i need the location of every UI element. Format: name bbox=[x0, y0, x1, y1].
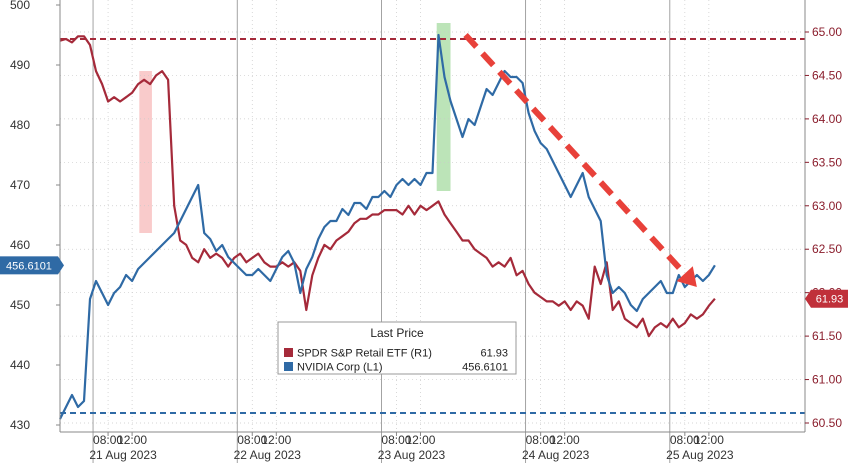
legend-title: Last Price bbox=[370, 326, 424, 340]
day-label: 24 Aug 2023 bbox=[522, 448, 590, 462]
highlight-bands bbox=[139, 23, 451, 233]
highlight-band bbox=[436, 23, 451, 191]
left-last-value-label: 456.6101 bbox=[6, 260, 52, 272]
x-tick-label: 12:00 bbox=[550, 433, 580, 447]
legend: Last Price SPDR S&P Retail ETF (R1) 61.93 N… bbox=[277, 321, 517, 375]
legend-entry-name: SPDR S&P Retail ETF (R1) bbox=[297, 348, 432, 360]
left-tick-label: 480 bbox=[10, 118, 30, 132]
axes bbox=[59, 0, 806, 433]
right-last-value-label: 61.93 bbox=[816, 294, 844, 306]
right-tag-pointer bbox=[805, 289, 811, 308]
day-label: 23 Aug 2023 bbox=[378, 448, 446, 462]
day-label: 22 Aug 2023 bbox=[234, 448, 302, 462]
x-tick-label: 12:00 bbox=[405, 433, 435, 447]
right-tick-label: 65.00 bbox=[812, 25, 842, 39]
left-last-value-tag bbox=[0, 256, 58, 275]
left-tick-label: 440 bbox=[10, 358, 30, 372]
arrow-head bbox=[676, 266, 697, 287]
series-lines bbox=[59, 33, 716, 420]
left-tick-label: 460 bbox=[10, 238, 30, 252]
x-tick-label: 12:00 bbox=[117, 433, 147, 447]
legend-swatch bbox=[284, 348, 293, 357]
legend-swatch bbox=[284, 362, 293, 371]
right-tick-label: 64.50 bbox=[812, 68, 842, 82]
day-label: 21 Aug 2023 bbox=[89, 448, 157, 462]
trend-arrow bbox=[463, 32, 697, 287]
right-axis-ticks: 60.5061.0061.5062.0062.5063.0063.5064.00… bbox=[805, 25, 842, 430]
last-value-tags: 456.6101 61.93 bbox=[0, 256, 848, 308]
reference-lines bbox=[60, 37, 805, 414]
right-tick-label: 63.00 bbox=[812, 199, 842, 213]
left-tick-label: 500 bbox=[10, 0, 30, 12]
legend-entry-value: 456.6101 bbox=[462, 362, 508, 374]
x-tick-label: 12:00 bbox=[694, 433, 724, 447]
x-tick-label: 08:00 bbox=[526, 433, 556, 447]
x-tick-label: 08:00 bbox=[670, 433, 700, 447]
day-label: 25 Aug 2023 bbox=[666, 448, 734, 462]
legend-box bbox=[277, 321, 517, 375]
left-tag-pointer bbox=[58, 256, 64, 275]
left-tick-label: 430 bbox=[10, 418, 30, 432]
right-tick-label: 63.50 bbox=[812, 155, 842, 169]
gridlines bbox=[60, 0, 805, 432]
x-tick-label: 12:00 bbox=[261, 433, 291, 447]
left-axis-ticks: 430 440 450 460 470 480 490 500 bbox=[10, 0, 60, 432]
legend-entry-value: 61.93 bbox=[480, 348, 508, 360]
arrow-shaft bbox=[463, 32, 687, 276]
right-tick-label: 62.50 bbox=[812, 242, 842, 256]
x-tick-label: 08:00 bbox=[237, 433, 267, 447]
right-last-value-tag bbox=[811, 289, 848, 308]
right-tick-label: 60.50 bbox=[812, 416, 842, 430]
series-line bbox=[59, 33, 716, 420]
x-tick-label: 08:00 bbox=[93, 433, 123, 447]
right-tick-label: 64.00 bbox=[812, 112, 842, 126]
left-tick-label: 470 bbox=[10, 178, 30, 192]
x-tick-label: 08:00 bbox=[381, 433, 411, 447]
left-tick-label: 490 bbox=[10, 58, 30, 72]
highlight-band bbox=[139, 71, 152, 233]
legend-entry-name: NVIDIA Corp (L1) bbox=[297, 362, 383, 374]
left-tick-label: 450 bbox=[10, 298, 30, 312]
right-tick-label: 61.00 bbox=[812, 373, 842, 387]
day-separators bbox=[92, 0, 671, 463]
right-tick-label: 61.50 bbox=[812, 329, 842, 343]
